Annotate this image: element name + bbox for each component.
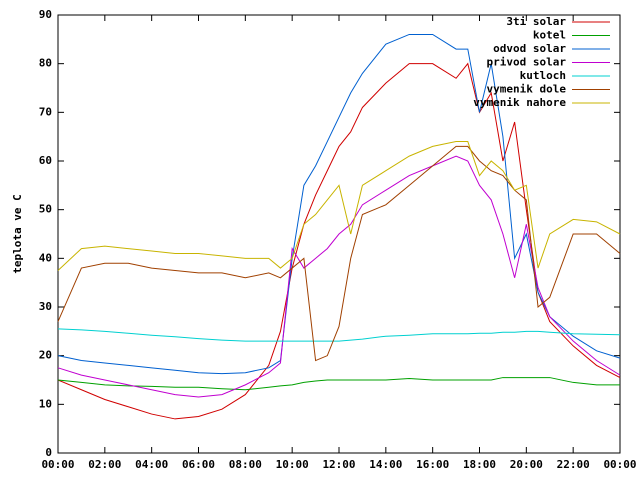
x-tick-label: 02:00 — [88, 458, 121, 471]
y-tick-label: 70 — [39, 105, 52, 118]
legend-label: kutloch — [520, 69, 566, 82]
y-tick-label: 30 — [39, 300, 52, 313]
series-line — [57, 141, 621, 271]
legend-label: privod solar — [487, 56, 567, 69]
x-tick-label: 12:00 — [322, 458, 355, 471]
x-tick-label: 20:00 — [510, 458, 543, 471]
legend-label: kotel — [533, 29, 566, 42]
x-tick-label: 22:00 — [557, 458, 590, 471]
x-tick-label: 00:00 — [603, 458, 636, 471]
x-tick-label: 08:00 — [229, 458, 262, 471]
y-tick-label: 80 — [39, 57, 52, 70]
x-tick-label: 00:00 — [41, 458, 74, 471]
y-tick-label: 40 — [39, 251, 52, 264]
series-line — [57, 145, 621, 362]
legend-label: vymenik dole — [487, 83, 567, 96]
x-tick-label: 10:00 — [276, 458, 309, 471]
series-line — [57, 62, 621, 420]
x-tick-label: 04:00 — [135, 458, 168, 471]
series-line — [57, 377, 620, 391]
legend-label: 3ti solar — [506, 15, 566, 28]
series-line — [57, 155, 621, 398]
legend-label: odvod solar — [493, 42, 566, 55]
x-tick-label: 16:00 — [416, 458, 449, 471]
y-tick-label: 0 — [45, 446, 52, 459]
y-tick-label: 90 — [39, 8, 52, 21]
x-tick-label: 18:00 — [463, 458, 496, 471]
y-tick-label: 50 — [39, 203, 52, 216]
x-tick-label: 06:00 — [182, 458, 215, 471]
y-tick-label: 10 — [39, 397, 52, 410]
x-tick-label: 14:00 — [369, 458, 402, 471]
legend-label: vymenik nahore — [473, 96, 566, 109]
y-axis-label: teplota ve C — [11, 194, 24, 273]
y-tick-label: 60 — [39, 154, 52, 167]
series-line — [57, 328, 621, 342]
y-tick-label: 20 — [39, 349, 52, 362]
